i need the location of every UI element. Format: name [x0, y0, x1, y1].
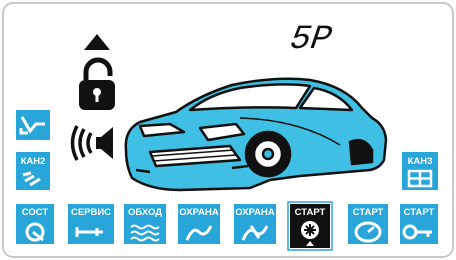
code-display: 5P	[288, 21, 335, 59]
shape	[96, 93, 99, 102]
page: {"display": {"code": "5P"}, "left_icons"…	[0, 0, 456, 260]
icon-label: ОХРАНА	[235, 207, 275, 218]
icon-label: СОСТ	[22, 207, 49, 218]
bottom-icon: ОХРАНА	[178, 204, 220, 244]
bottom-icon: ОБХОД	[124, 204, 166, 244]
bottom-icon: СОСТ	[16, 204, 54, 244]
lcd-screen: 5P КАН2 КАН3	[0, 0, 456, 260]
icon-label: ОХРАНА	[179, 207, 219, 218]
bottom-icon: СЕРВИС	[68, 204, 114, 244]
bottom-icon: СТАРТ	[348, 204, 388, 244]
icon-label: СТАРТ	[404, 207, 435, 218]
icon-label: ОБХОД	[128, 207, 162, 218]
return-icon	[16, 110, 50, 140]
icon-label: КАН3	[408, 156, 433, 167]
icon-label: СТАРТ	[353, 207, 384, 218]
bottom-icon: ОХРАНА	[234, 204, 276, 244]
bottom-icon: СТАРТ	[288, 202, 332, 250]
shape	[263, 149, 273, 159]
icon-label: СТАРТ	[295, 207, 326, 218]
channel-3-icon: КАН3	[402, 152, 438, 190]
bottom-icon: СТАРТ	[400, 204, 438, 244]
icon-label: СЕРВИС	[71, 207, 111, 218]
icon-label: КАН2	[21, 156, 46, 167]
channel-2-icon: КАН2	[16, 152, 50, 190]
shape	[350, 140, 372, 164]
